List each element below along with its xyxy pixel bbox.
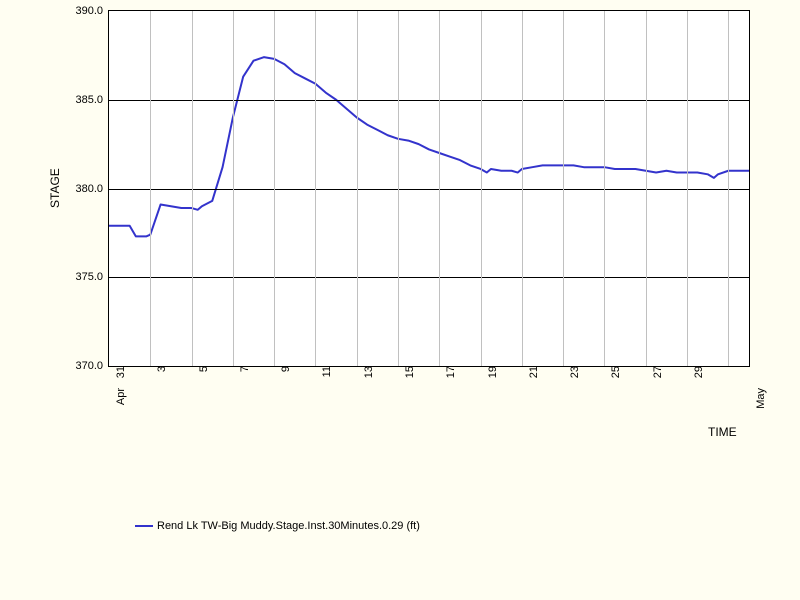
xtick-label: 27: [650, 366, 664, 378]
xtick-label: 29: [691, 366, 705, 378]
legend-swatch: [135, 525, 153, 527]
gridline-v: [604, 11, 605, 366]
legend-label: Rend Lk TW-Big Muddy.Stage.Inst.30Minute…: [157, 520, 420, 532]
gridline-v: [522, 11, 523, 366]
xtick-label: 5: [196, 366, 210, 372]
gridline-v: [357, 11, 358, 366]
ytick-label: 370.0: [75, 360, 109, 372]
stage-time-chart: 370.0 375.0 380.0 385.0 390.0 31 3 5 7 9 11 13 15 17 1…: [0, 0, 800, 600]
gridline-v: [315, 11, 316, 366]
gridline-v: [728, 11, 729, 366]
gridline-h: [109, 277, 749, 278]
plot-area: 370.0375.0380.0385.0390.0313579111315171…: [108, 10, 750, 367]
xtick-label: 9: [278, 366, 292, 372]
ytick-label: 375.0: [75, 271, 109, 283]
gridline-v: [563, 11, 564, 366]
gridline-v: [481, 11, 482, 366]
month-label: Apr: [113, 388, 127, 405]
gridline-v: [439, 11, 440, 366]
xtick-label: 11: [319, 366, 333, 377]
xtick-label: 13: [361, 366, 375, 378]
gridline-v: [274, 11, 275, 366]
gridline-v: [192, 11, 193, 366]
xtick-label: 23: [567, 366, 581, 378]
ytick-label: 385.0: [75, 94, 109, 106]
gridline-v: [646, 11, 647, 366]
xtick-label: 7: [237, 366, 251, 372]
xtick-label: 31: [113, 366, 127, 378]
xtick-label: 3: [154, 366, 168, 372]
gridline-h: [109, 100, 749, 101]
xtick-label: 15: [402, 366, 416, 378]
xtick-label: 17: [443, 366, 457, 378]
legend: Rend Lk TW-Big Muddy.Stage.Inst.30Minute…: [135, 520, 420, 532]
gridline-v: [233, 11, 234, 366]
ytick-label: 390.0: [75, 5, 109, 17]
xtick-label: 19: [485, 366, 499, 378]
xtick-label: 21: [526, 366, 540, 378]
xtick-label: 25: [608, 366, 622, 378]
gridline-h: [109, 189, 749, 190]
gridline-v: [687, 11, 688, 366]
month-label: May: [753, 388, 767, 409]
gridline-v: [150, 11, 151, 366]
gridline-v: [398, 11, 399, 366]
y-axis-label: STAGE: [48, 168, 62, 208]
x-axis-label: TIME: [708, 425, 737, 439]
ytick-label: 380.0: [75, 183, 109, 195]
